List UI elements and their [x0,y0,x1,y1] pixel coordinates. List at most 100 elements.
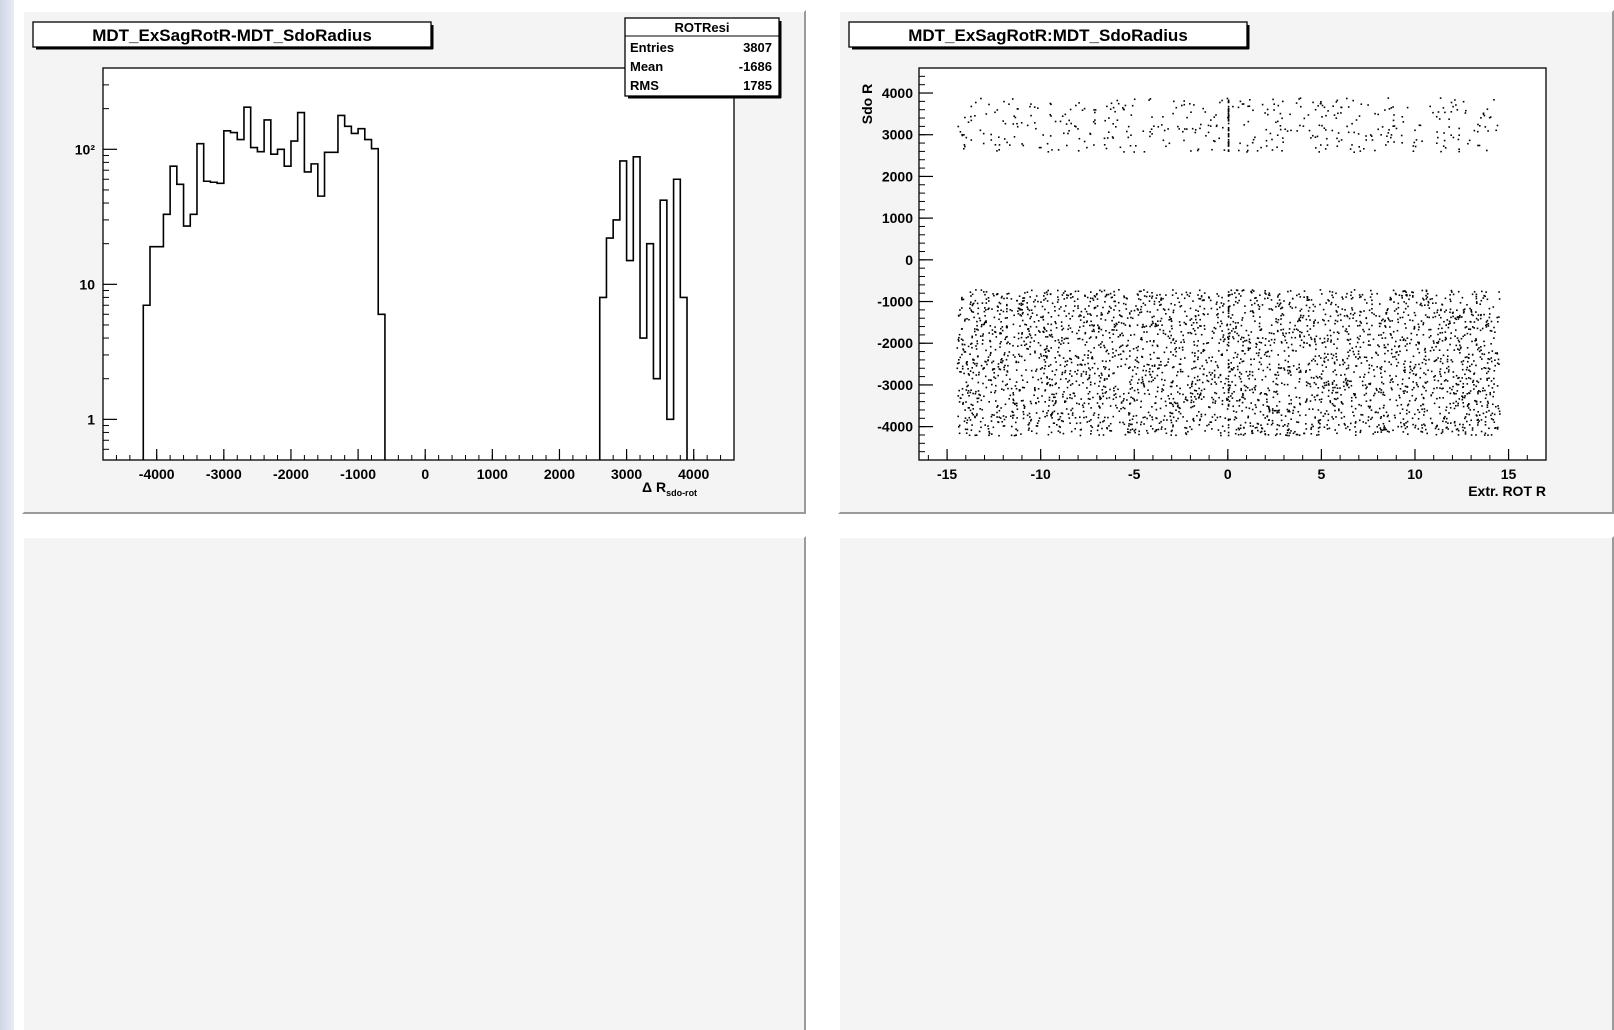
scatter-point [1057,418,1060,421]
scatter-point [1155,297,1158,299]
scatter-point [1227,143,1230,145]
scatter-point [1496,316,1498,319]
scatter-point [1359,431,1362,434]
scatter-point [1367,405,1370,408]
scatter-point [1462,386,1465,388]
scatter-point [1220,354,1223,356]
scatter-point [1099,380,1101,383]
scatter-point [1447,326,1450,329]
scatter-point [1029,400,1032,403]
scatter-point [1061,337,1063,339]
scatter-point [985,320,987,322]
scatter-point [1295,433,1298,436]
scatter-point [978,393,980,396]
scatter-point [1424,363,1427,365]
scatter-point [1495,129,1497,132]
scatter-point [1403,301,1405,303]
scatter-point [982,367,985,370]
scatter-point [1327,380,1330,383]
scatter-point [1389,374,1391,377]
scatter-point [1251,374,1254,377]
scatter-point [1415,382,1418,384]
scatter-point [1464,416,1467,418]
scatter-point [1402,121,1405,123]
scatter-point [1018,303,1021,305]
scatter-point [1138,290,1141,293]
scatter-point [1321,293,1323,295]
scatter-point [1308,408,1311,410]
scatter-point [1315,343,1317,346]
scatter-point [1433,342,1435,344]
scatter-point [1277,294,1280,297]
scatter-point [1162,308,1165,310]
scatter-point [963,147,965,150]
scatter-point [1184,310,1186,313]
scatter-point [1221,354,1223,356]
scatter-point [1455,428,1458,431]
scatter-point [991,433,993,435]
scatter-point [1161,388,1163,390]
scatter-point [1109,108,1112,110]
scatter-point [1221,99,1223,102]
scatter-point [1287,346,1290,349]
scatter-point [1437,333,1439,336]
scatter-point [1047,323,1049,325]
scatter-point [1326,144,1329,146]
scatter-point [1194,315,1197,317]
scatter-point [993,372,995,374]
scatter-point [1475,338,1477,340]
scatter-point [1310,336,1312,339]
scatter-point [969,291,972,293]
scatter-point [1219,325,1222,328]
scatter-point [1363,310,1365,312]
scatter-point [1233,418,1236,421]
scatter-point [1312,425,1314,428]
scatter-point [1340,112,1342,114]
scatter-point [1194,352,1196,354]
scatter-point [966,419,969,421]
scatter-point [1203,349,1206,352]
scatter-point [1151,292,1153,294]
scatter-point [1441,387,1443,390]
scatter-point [1244,389,1247,392]
scatter-point [1167,361,1169,363]
scatter-point [1430,335,1432,337]
scatter-point [974,416,976,419]
scatter-point [1445,421,1447,423]
scatter-point [1192,418,1194,421]
scatter-point [1461,316,1463,318]
scatter-point [1493,326,1495,329]
scatter-point [1126,344,1129,347]
scatter-point [1077,305,1079,307]
scatter-point [1404,427,1407,430]
scatter-point [1046,293,1049,296]
scatter-point [1473,129,1476,132]
scatter-point [1345,381,1348,384]
scatter-point [1125,297,1128,299]
scatter-point [1344,309,1346,311]
scatter-point [1136,367,1139,369]
scatter-point [1448,369,1450,371]
scatter-point [1055,327,1058,329]
scatter-point [1491,350,1494,352]
scatter-point [1268,308,1271,310]
scatter-point [1189,387,1191,389]
scatter-point [1313,381,1316,384]
scatter-point [1194,355,1196,357]
scatter-point [1013,434,1016,437]
scatter-point [1057,289,1059,292]
scatter-point [1034,334,1037,336]
scatter-point [1060,321,1063,323]
scatter-point [1384,319,1386,322]
scatter-frame [918,67,1547,461]
scatter-point [1352,350,1355,353]
scatter-point [1127,136,1130,139]
scatter-point [1458,341,1461,343]
scatter-point [1208,423,1210,426]
scatter-point [1449,402,1451,405]
scatter-point [1066,297,1068,299]
scatter-point [967,345,970,348]
scatter-point [998,434,1000,437]
scatter-point [1023,359,1026,362]
scatter-point [1063,338,1066,340]
